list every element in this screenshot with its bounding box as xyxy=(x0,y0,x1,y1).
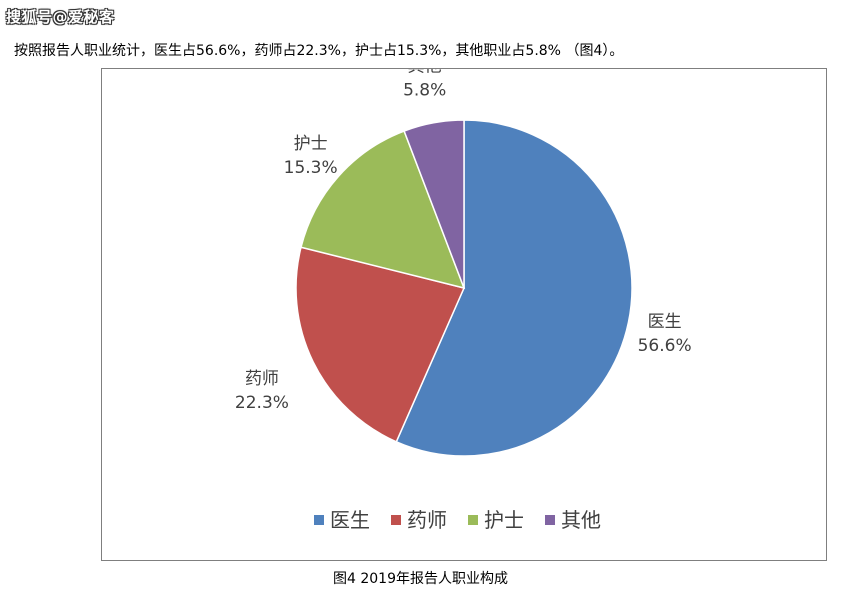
legend-label-other: 其他 xyxy=(561,508,601,532)
legend-label-nurse: 护士 xyxy=(484,508,524,532)
slice-label-value-doctor: 56.6% xyxy=(638,336,692,356)
slice-label-category-doctor: 医生 xyxy=(648,312,682,332)
pie-slice-nurse xyxy=(300,130,466,290)
figure-caption: 图4 2019年报告人职业构成 xyxy=(333,571,508,587)
slice-label-category-other: 其他 xyxy=(408,69,442,77)
slice-label-value-other: 5.8% xyxy=(403,81,446,101)
slice-label-value-nurse: 15.3% xyxy=(284,158,338,178)
chart-legend: 医生 药师 护士 其他 xyxy=(314,508,601,532)
slice-label-value-pharmacist: 22.3% xyxy=(235,393,289,413)
pie-slice-doctor xyxy=(395,119,633,457)
legend-label-pharmacist: 药师 xyxy=(407,508,447,532)
watermark-text: 搜狐号@爱秘客 xyxy=(6,8,115,26)
legend-swatch-other xyxy=(545,515,555,525)
legend-swatch-doctor xyxy=(314,515,324,525)
pie-slices xyxy=(295,119,633,457)
legend-swatch-pharmacist xyxy=(391,515,401,525)
pie-slice-pharmacist xyxy=(295,246,466,443)
legend-label-doctor: 医生 xyxy=(330,508,370,532)
intro-paragraph: 按照报告人职业统计，医生占56.6%，药师占22.3%，护士占15.3%，其他职… xyxy=(14,43,624,59)
pie-slice-other xyxy=(403,119,465,289)
legend-swatch-nurse xyxy=(468,515,478,525)
slice-label-category-pharmacist: 药师 xyxy=(245,369,279,389)
slice-label-category-nurse: 护士 xyxy=(294,134,328,154)
pie-labels: 医生 56.6% 药师 22.3% 护士 15.3% 其他 5.8% xyxy=(235,69,692,413)
